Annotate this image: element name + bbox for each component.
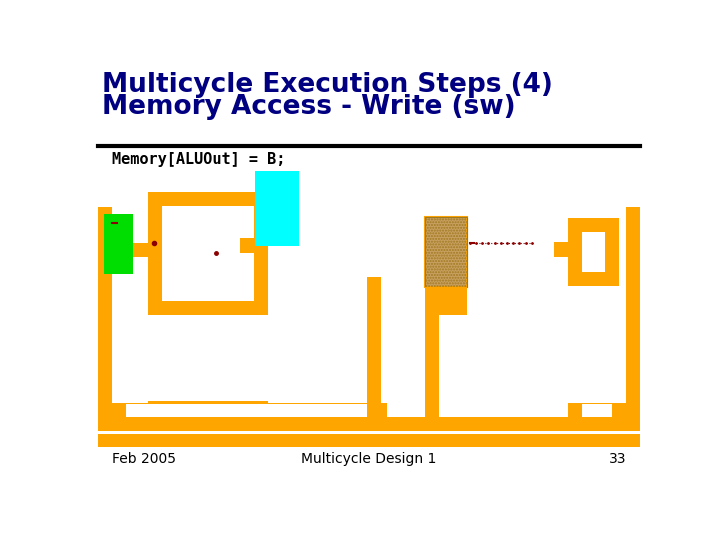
Bar [425,217,467,287]
Bar [626,207,640,430]
Bar [367,276,382,430]
Text: Memory[ALUOut] = B;: Memory[ALUOut] = B; [112,152,285,167]
Text: Multicycle Execution Steps (4): Multicycle Execution Steps (4) [102,72,552,98]
Bar [148,401,269,430]
Bar [582,403,612,417]
Bar [98,207,112,430]
Bar [255,171,300,246]
Bar [240,238,255,253]
Bar [162,206,254,301]
Bar [126,403,373,417]
Bar [568,403,626,430]
Bar [425,287,467,315]
Bar [104,214,132,274]
Text: Multicycle Design 1: Multicycle Design 1 [301,452,437,466]
Text: Memory Access - Write (sw): Memory Access - Write (sw) [102,94,516,120]
Bar [112,403,387,430]
Bar [98,417,640,430]
Bar [554,242,568,257]
Bar [582,232,605,272]
Bar [568,218,618,286]
Bar [162,417,254,430]
Text: Feb 2005: Feb 2005 [112,452,176,466]
Text: 33: 33 [609,452,626,466]
Bar [132,244,148,257]
Bar [425,217,467,287]
Bar [425,315,438,430]
Bar [148,192,269,315]
Bar [98,434,640,448]
